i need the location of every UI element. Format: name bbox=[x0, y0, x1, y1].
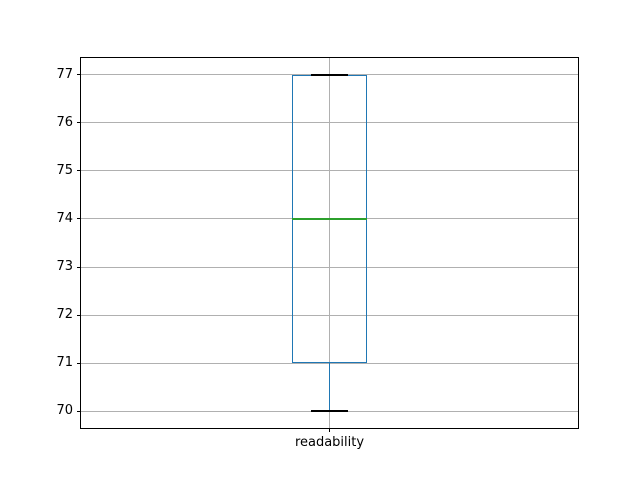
y-tick-mark bbox=[77, 74, 81, 76]
x-tick-label: readability bbox=[294, 435, 365, 450]
y-tick-mark bbox=[77, 122, 81, 124]
lower-cap bbox=[310, 410, 349, 413]
y-tick-label: 73 bbox=[56, 259, 73, 275]
y-tick-mark bbox=[77, 410, 81, 412]
y-tick-label: 74 bbox=[56, 210, 73, 226]
v-gridline bbox=[329, 58, 330, 428]
y-tick-label: 72 bbox=[56, 307, 73, 323]
y-tick-mark bbox=[77, 218, 81, 220]
y-tick-label: 70 bbox=[56, 403, 73, 419]
y-tick-mark bbox=[77, 266, 81, 268]
y-tick-label: 77 bbox=[56, 66, 73, 82]
y-tick-mark bbox=[77, 314, 81, 316]
y-tick-label: 76 bbox=[56, 114, 73, 130]
y-tick-mark bbox=[77, 362, 81, 364]
y-tick-label: 75 bbox=[56, 162, 73, 178]
upper-cap bbox=[310, 73, 349, 76]
x-tick-mark bbox=[329, 428, 330, 432]
y-tick-label: 71 bbox=[56, 355, 73, 371]
y-tick-mark bbox=[77, 170, 81, 172]
plot-area: readability 70 71 72 73 74 75 76 77 bbox=[56, 57, 579, 450]
lower-whisker bbox=[328, 363, 331, 412]
median-line bbox=[291, 218, 368, 220]
